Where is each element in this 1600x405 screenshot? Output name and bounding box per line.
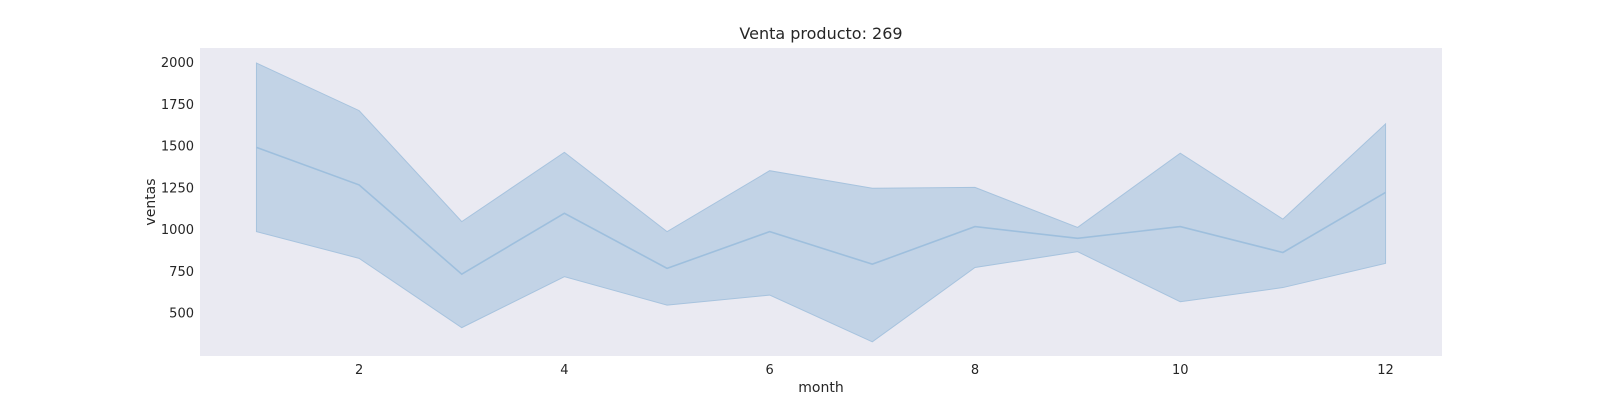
confidence-band-0 <box>255 62 1387 343</box>
x-tick-label: 8 <box>971 363 979 378</box>
data-point <box>665 266 669 270</box>
data-point <box>1281 250 1285 254</box>
data-point <box>1076 236 1080 240</box>
y-axis-ticks: 500 750 1000 1250 1500 1750 2000 <box>161 56 194 321</box>
y-tick-label: 750 <box>169 265 194 280</box>
x-tick-label: 12 <box>1377 363 1394 378</box>
y-tick-label: 1500 <box>161 140 194 155</box>
data-point <box>1384 190 1388 194</box>
data-point <box>562 211 566 215</box>
y-tick-label: 1000 <box>161 223 194 238</box>
y-tick-label: 2000 <box>161 56 194 71</box>
data-point <box>357 183 361 187</box>
series-line-0 <box>256 146 1386 276</box>
data-point <box>1178 225 1182 229</box>
data-point <box>768 230 772 234</box>
y-tick-label: 1750 <box>161 98 194 113</box>
data-point <box>460 272 464 276</box>
x-tick-label: 2 <box>355 363 363 378</box>
x-axis-label: month <box>798 380 843 396</box>
data-point <box>870 262 874 266</box>
y-axis-label: ventas <box>143 178 159 225</box>
x-tick-label: 6 <box>766 363 774 378</box>
y-tick-label: 1250 <box>161 181 194 196</box>
confidence-band-layer <box>255 62 1387 343</box>
data-point <box>973 225 977 229</box>
x-tick-label: 10 <box>1172 363 1189 378</box>
chart-title: Venta producto: 269 <box>739 24 902 43</box>
data-point <box>254 145 258 149</box>
x-axis-ticks: 2 4 6 8 10 12 <box>355 363 1394 378</box>
x-tick-label: 4 <box>560 363 568 378</box>
series-line-layer <box>254 145 1388 276</box>
y-tick-label: 500 <box>169 307 194 322</box>
